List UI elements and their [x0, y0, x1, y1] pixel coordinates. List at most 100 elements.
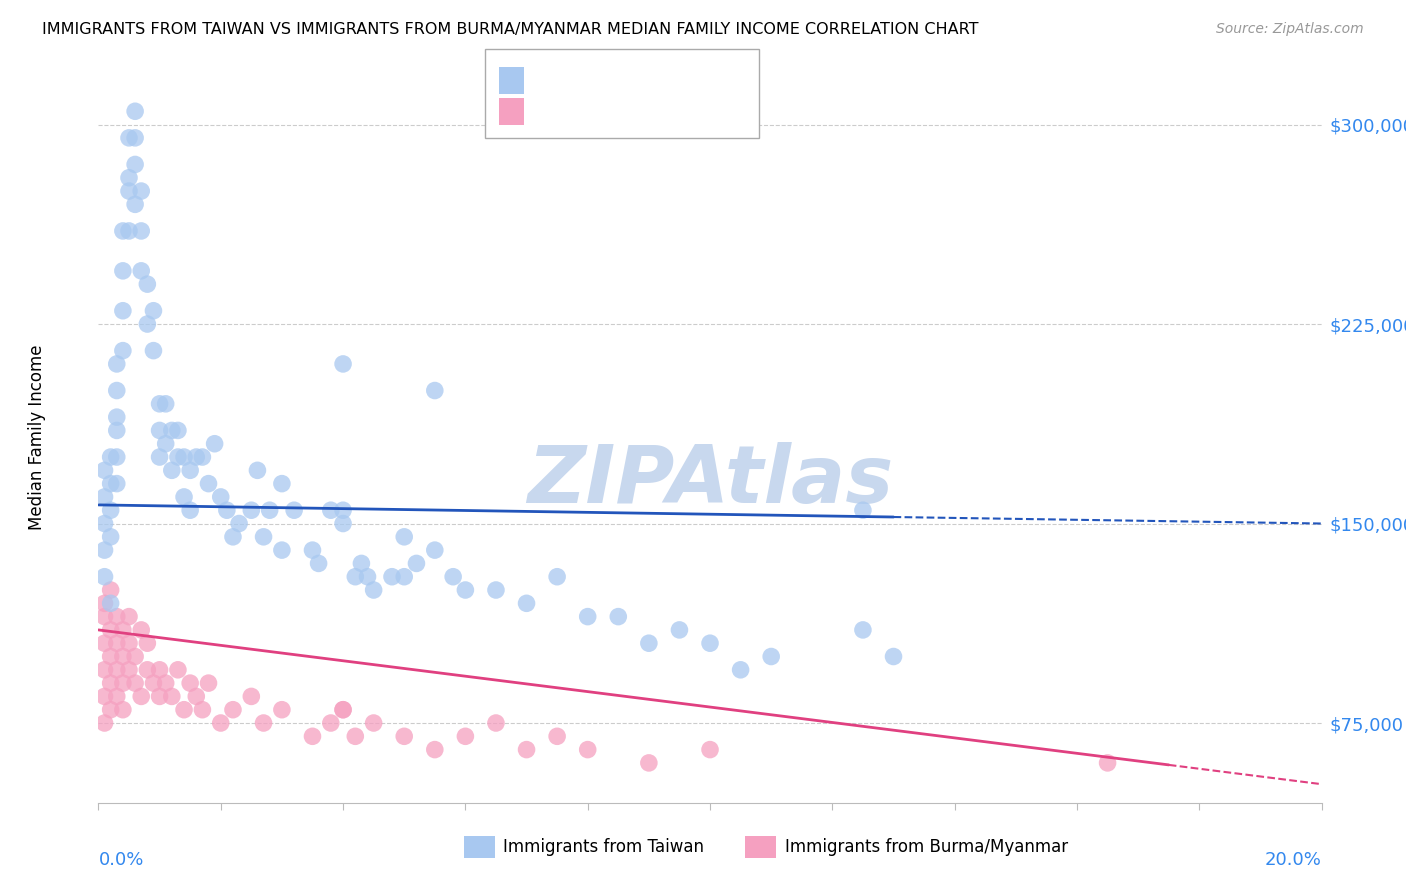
Point — [186, 450, 208, 464]
Point — [136, 663, 159, 677]
Point — [332, 503, 354, 517]
Point — [454, 582, 477, 597]
Point — [485, 582, 508, 597]
Point — [111, 703, 134, 717]
Point — [423, 384, 446, 398]
Point — [228, 516, 250, 531]
Point — [637, 636, 661, 650]
Text: R = -0.018   N = 94: R = -0.018 N = 94 — [533, 71, 710, 89]
Point — [105, 410, 128, 425]
Point — [852, 623, 875, 637]
Point — [1097, 756, 1119, 770]
Point — [191, 703, 214, 717]
Point — [100, 476, 122, 491]
Point — [111, 676, 134, 690]
Point — [546, 570, 568, 584]
Point — [149, 690, 172, 704]
Point — [179, 676, 201, 690]
Point — [118, 636, 141, 650]
Text: IMMIGRANTS FROM TAIWAN VS IMMIGRANTS FROM BURMA/MYANMAR MEDIAN FAMILY INCOME COR: IMMIGRANTS FROM TAIWAN VS IMMIGRANTS FRO… — [42, 22, 979, 37]
Point — [155, 436, 177, 450]
Point — [270, 476, 292, 491]
Point — [699, 636, 721, 650]
Point — [111, 264, 134, 278]
Point — [516, 742, 538, 756]
Point — [118, 131, 141, 145]
Point — [105, 476, 128, 491]
Point — [105, 424, 128, 438]
Point — [485, 716, 508, 731]
Text: Immigrants from Taiwan: Immigrants from Taiwan — [503, 838, 704, 856]
Point — [93, 663, 115, 677]
Point — [124, 676, 146, 690]
Point — [129, 184, 152, 198]
Point — [105, 663, 128, 677]
Point — [105, 450, 128, 464]
Point — [392, 729, 416, 743]
Point — [637, 756, 661, 770]
Point — [160, 463, 183, 477]
Point — [363, 716, 385, 731]
Point — [259, 503, 281, 517]
Point — [363, 582, 385, 597]
Point — [516, 596, 538, 610]
Point — [93, 636, 115, 650]
Point — [240, 503, 263, 517]
Point — [118, 184, 141, 198]
Point — [191, 450, 214, 464]
Point — [209, 716, 232, 731]
Point — [576, 609, 599, 624]
Point — [136, 636, 159, 650]
Point — [246, 463, 269, 477]
Point — [759, 649, 782, 664]
Point — [167, 663, 190, 677]
Point — [179, 463, 201, 477]
Point — [111, 623, 134, 637]
Point — [124, 104, 146, 119]
Point — [149, 424, 172, 438]
Point — [93, 516, 115, 531]
Text: 0.0%: 0.0% — [98, 851, 143, 869]
Point — [240, 690, 263, 704]
Point — [160, 690, 183, 704]
Point — [423, 742, 446, 756]
Text: Median Family Income: Median Family Income — [28, 344, 46, 530]
Point — [204, 436, 226, 450]
Point — [179, 503, 201, 517]
Point — [118, 609, 141, 624]
Point — [124, 197, 146, 211]
Point — [129, 690, 152, 704]
Point — [93, 570, 115, 584]
Point — [576, 742, 599, 756]
Point — [111, 303, 134, 318]
Text: Immigrants from Burma/Myanmar: Immigrants from Burma/Myanmar — [785, 838, 1067, 856]
Point — [356, 570, 378, 584]
Point — [392, 530, 416, 544]
Point — [124, 649, 146, 664]
Point — [129, 224, 152, 238]
Point — [142, 343, 165, 358]
Point — [100, 623, 122, 637]
Point — [350, 557, 373, 571]
Point — [160, 424, 183, 438]
Point — [270, 703, 292, 717]
Point — [301, 729, 323, 743]
Point — [149, 397, 172, 411]
Point — [197, 476, 219, 491]
Point — [319, 503, 342, 517]
Point — [124, 157, 146, 171]
Point — [93, 463, 115, 477]
Point — [222, 703, 245, 717]
Point — [730, 663, 752, 677]
Text: Source: ZipAtlas.com: Source: ZipAtlas.com — [1216, 22, 1364, 37]
Point — [105, 357, 128, 371]
Text: 20.0%: 20.0% — [1265, 851, 1322, 869]
Point — [301, 543, 323, 558]
Point — [149, 663, 172, 677]
Point — [454, 729, 477, 743]
Point — [252, 716, 274, 731]
Point — [100, 676, 122, 690]
Point — [308, 557, 330, 571]
Point — [222, 530, 245, 544]
Point — [136, 317, 159, 331]
